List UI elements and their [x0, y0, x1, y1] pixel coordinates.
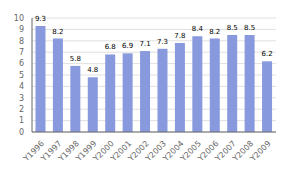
svg-text:5: 5 — [19, 71, 24, 80]
svg-text:8.5: 8.5 — [244, 24, 255, 32]
svg-text:Y1996: Y1996 — [21, 139, 47, 164]
svg-text:8.2: 8.2 — [52, 28, 63, 36]
svg-text:10: 10 — [14, 14, 24, 23]
svg-text:4.8: 4.8 — [87, 66, 98, 74]
svg-text:Y2003: Y2003 — [143, 139, 169, 164]
svg-text:Y2006: Y2006 — [196, 139, 221, 164]
svg-text:0: 0 — [19, 128, 24, 137]
svg-text:7.8: 7.8 — [174, 32, 185, 40]
svg-text:9: 9 — [19, 25, 24, 34]
svg-text:1: 1 — [19, 116, 24, 125]
svg-text:8: 8 — [19, 37, 24, 46]
svg-text:Y1997: Y1997 — [39, 139, 64, 164]
svg-text:2: 2 — [19, 105, 24, 114]
svg-text:4: 4 — [19, 82, 24, 91]
svg-text:8.2: 8.2 — [209, 28, 220, 36]
svg-text:7.3: 7.3 — [157, 38, 168, 46]
svg-text:Y2008: Y2008 — [231, 139, 256, 164]
svg-text:6.2: 6.2 — [261, 50, 272, 58]
svg-text:Y2001: Y2001 — [109, 139, 134, 164]
svg-text:8.4: 8.4 — [192, 25, 204, 33]
svg-text:Y2004: Y2004 — [161, 139, 186, 164]
svg-text:Y2005: Y2005 — [178, 139, 203, 164]
svg-text:Y2002: Y2002 — [126, 139, 151, 164]
svg-text:6.9: 6.9 — [122, 42, 133, 50]
svg-text:7.1: 7.1 — [139, 40, 150, 48]
svg-text:Y2000: Y2000 — [91, 139, 116, 164]
svg-text:5.8: 5.8 — [70, 55, 81, 63]
svg-text:Y2009: Y2009 — [248, 139, 273, 164]
svg-text:8.5: 8.5 — [227, 24, 238, 32]
svg-text:Y1999: Y1999 — [74, 139, 99, 164]
svg-text:6: 6 — [19, 59, 24, 68]
svg-text:9.3: 9.3 — [35, 15, 46, 23]
svg-text:7: 7 — [19, 48, 24, 57]
svg-text:6.8: 6.8 — [105, 43, 116, 51]
svg-text:Y2007: Y2007 — [213, 139, 238, 164]
svg-text:3: 3 — [19, 94, 24, 103]
svg-text:Y1998: Y1998 — [56, 139, 81, 164]
